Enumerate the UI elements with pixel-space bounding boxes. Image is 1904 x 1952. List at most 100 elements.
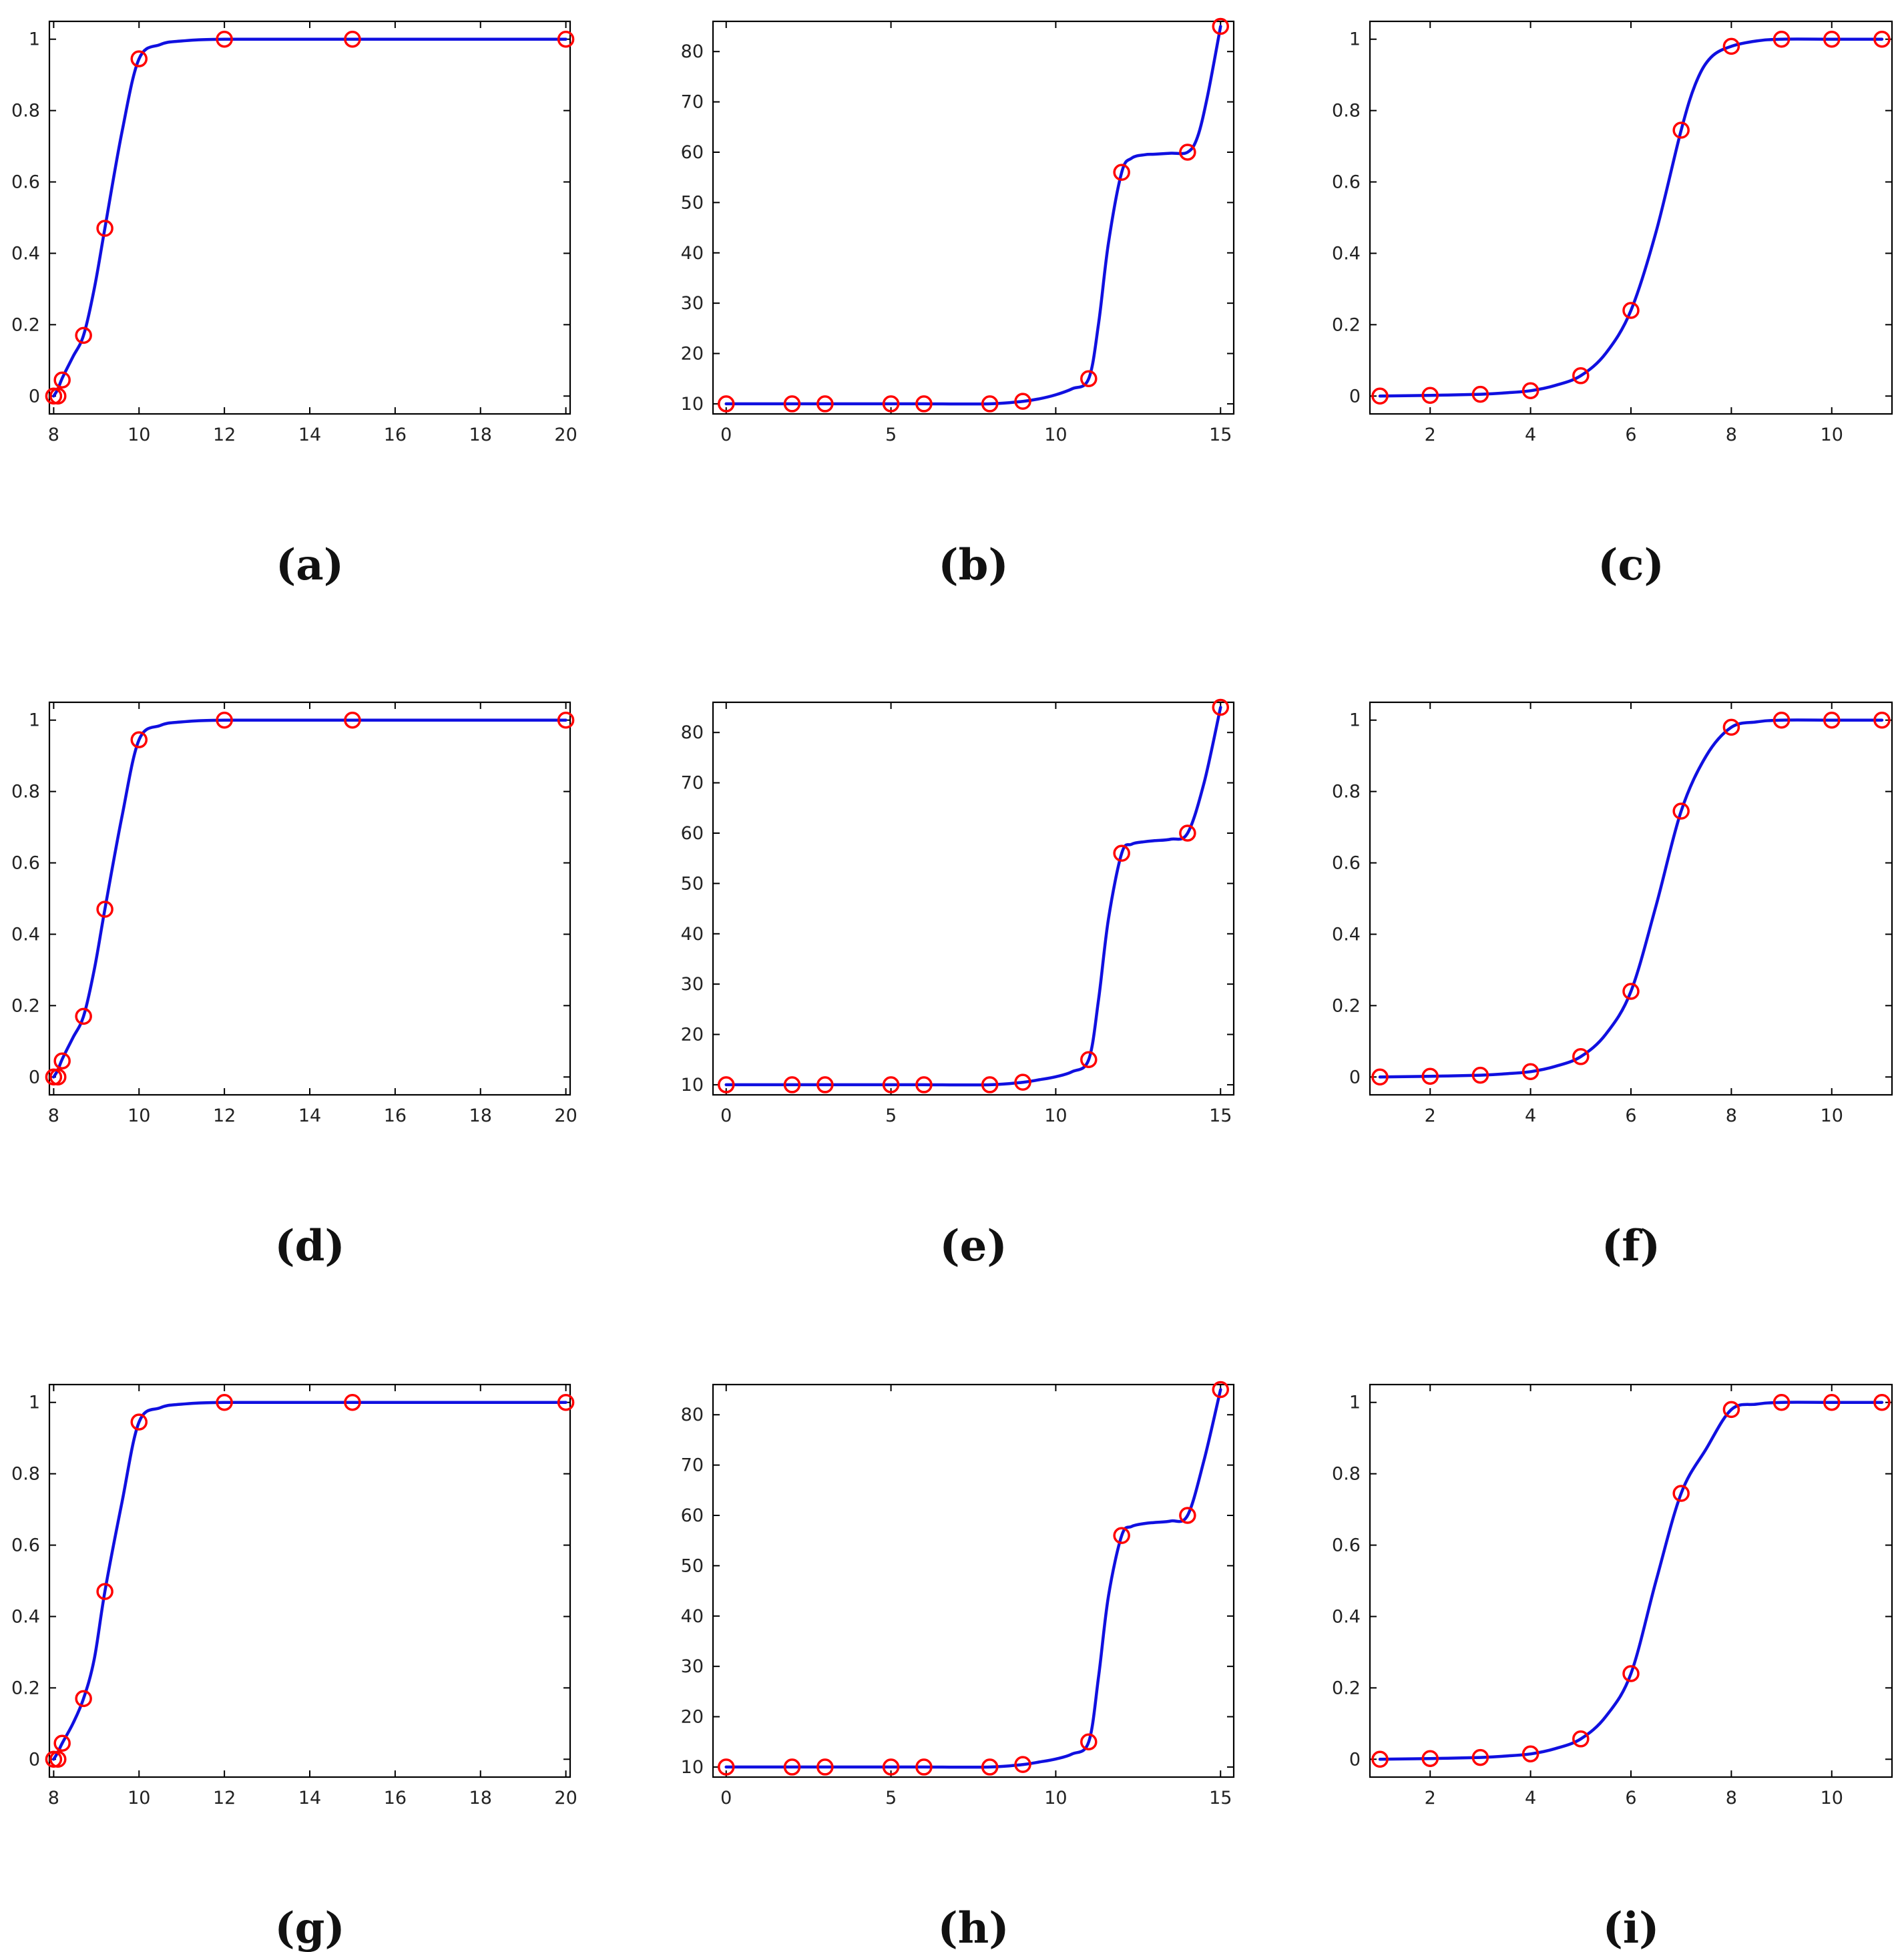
- data-point-marker: [816, 395, 834, 413]
- y-tick-label: 0.4: [1332, 1606, 1361, 1627]
- x-tick-label: 6: [1625, 1788, 1636, 1808]
- data-point-marker: [557, 711, 575, 729]
- y-tick-label: 0.4: [11, 243, 40, 264]
- chart-panel-h: 0 5 10 15 10 20 30 40 50 60 70 80 (h): [681, 1381, 1235, 1952]
- data-point-marker: [130, 50, 148, 67]
- fit-curve: [52, 37, 567, 398]
- data-point-marker: [981, 1076, 999, 1093]
- data-point-marker: [96, 220, 113, 237]
- x-tick-label: 10: [128, 425, 150, 445]
- y-tick-label: 0.4: [11, 924, 40, 945]
- axes-frame: [48, 1383, 571, 1778]
- data-point-marker: [53, 371, 71, 389]
- data-point-marker: [49, 1750, 67, 1768]
- data-point-marker: [1722, 37, 1740, 55]
- data-point-marker: [717, 1076, 735, 1093]
- fit-curve: [724, 1388, 1222, 1769]
- x-tick-label: 8: [48, 1788, 59, 1808]
- data-point-marker: [557, 30, 575, 48]
- y-tick-label: 10: [681, 1075, 704, 1095]
- y-tick-label: 0.8: [1332, 101, 1361, 121]
- data-point-marker: [1014, 393, 1031, 410]
- data-point-marker: [1622, 983, 1640, 1000]
- data-point-marker: [1823, 711, 1841, 729]
- x-tick-label: 18: [469, 1788, 492, 1808]
- data-point-marker: [1080, 370, 1098, 387]
- axes-frame: [1369, 20, 1893, 415]
- y-tick-label: 20: [681, 344, 704, 364]
- data-point-marker: [1113, 164, 1130, 181]
- chart-panel-e: 0 5 10 15 10 20 30 40 50 60 70 80 (e): [681, 698, 1235, 1271]
- data-point-marker: [1113, 1527, 1130, 1544]
- data-point-marker: [1371, 1750, 1389, 1768]
- data-point-marker: [783, 395, 801, 413]
- x-tick-label: 14: [298, 425, 321, 445]
- x-tick-label: 10: [1044, 425, 1067, 445]
- y-tick-label: 0.8: [1332, 782, 1361, 802]
- y-tick-label: 40: [681, 1606, 704, 1627]
- data-point-marker: [1622, 302, 1640, 319]
- data-point-marker: [557, 1393, 575, 1411]
- data-point-marker: [1371, 1068, 1389, 1086]
- data-point-marker: [1873, 30, 1891, 48]
- x-tick-label: 15: [1209, 1106, 1232, 1126]
- x-tick-label: 20: [554, 425, 577, 445]
- y-tick-label: 60: [681, 823, 704, 844]
- y-tick-label: 0.8: [1332, 1464, 1361, 1485]
- y-tick-label: 80: [681, 41, 704, 62]
- x-tick-label: 4: [1525, 1106, 1536, 1126]
- x-tick-label: 10: [1821, 425, 1843, 445]
- data-point-marker: [915, 395, 933, 413]
- panel-caption: (a): [276, 540, 344, 590]
- data-point-marker: [1722, 1401, 1740, 1419]
- x-tick-label: 8: [48, 1106, 59, 1126]
- data-point-marker: [1014, 1073, 1031, 1091]
- data-point-marker: [344, 1393, 361, 1411]
- data-point-marker: [915, 1758, 933, 1776]
- x-tick-label: 15: [1209, 1788, 1232, 1808]
- y-tick-label: 0.2: [1332, 314, 1361, 335]
- panel-caption: (h): [937, 1903, 1009, 1952]
- data-point-marker: [1622, 1665, 1640, 1682]
- data-point-marker: [96, 901, 113, 918]
- fit-curve: [1378, 1401, 1884, 1761]
- chart-panel-c: 2 4 6 8 10 0 0.2 0.4 0.6 0.8 1 (c): [1332, 20, 1893, 590]
- panel-caption: (c): [1598, 540, 1664, 590]
- y-tick-label: 40: [681, 243, 704, 264]
- data-point-marker: [1722, 718, 1740, 736]
- y-tick-label: 1: [1349, 1393, 1361, 1413]
- panel-caption: (f): [1602, 1221, 1660, 1271]
- data-point-marker: [915, 1076, 933, 1093]
- y-tick-label: 0.4: [1332, 924, 1361, 945]
- x-tick-label: 12: [213, 1106, 236, 1126]
- x-tick-label: 15: [1209, 425, 1232, 445]
- y-tick-label: 0: [1349, 1749, 1361, 1770]
- data-point-marker: [1873, 1393, 1891, 1411]
- data-point-marker: [882, 1758, 900, 1776]
- y-tick-label: 0.2: [11, 995, 40, 1016]
- data-point-marker: [1823, 1393, 1841, 1411]
- x-tick-label: 2: [1425, 1106, 1436, 1126]
- data-point-marker: [717, 395, 735, 413]
- y-tick-label: 30: [681, 1656, 704, 1677]
- data-point-marker: [1113, 844, 1130, 862]
- x-tick-label: 14: [298, 1788, 321, 1808]
- x-tick-label: 18: [469, 425, 492, 445]
- data-point-marker: [49, 387, 67, 405]
- data-point-marker: [216, 1393, 233, 1411]
- data-point-marker: [1572, 1048, 1590, 1065]
- x-tick-label: 10: [1821, 1106, 1843, 1126]
- y-tick-label: 0.6: [11, 172, 40, 193]
- data-point-marker: [1179, 144, 1196, 161]
- data-point-marker: [1672, 802, 1690, 820]
- data-point-marker: [783, 1076, 801, 1093]
- panel-caption: (b): [938, 540, 1008, 590]
- y-tick-label: 60: [681, 1505, 704, 1526]
- data-point-marker: [216, 30, 233, 48]
- data-point-marker: [816, 1076, 834, 1093]
- y-tick-label: 50: [681, 192, 704, 213]
- x-tick-label: 0: [720, 425, 732, 445]
- data-point-marker: [1471, 385, 1489, 403]
- x-tick-label: 10: [128, 1788, 150, 1808]
- y-tick-label: 1: [29, 29, 40, 50]
